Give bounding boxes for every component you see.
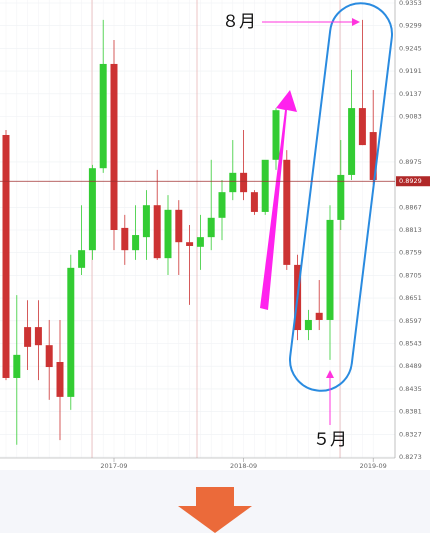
y-tick-label: 0.9353 <box>399 0 422 7</box>
y-tick-label: 0.8543 <box>399 340 422 348</box>
candle-body <box>56 361 64 397</box>
candle-body <box>240 172 248 193</box>
candle-body <box>229 172 237 193</box>
candle-body <box>261 159 269 212</box>
candle-body <box>315 312 323 320</box>
annotation: ５月 <box>313 430 347 450</box>
y-tick-label: 0.9245 <box>399 44 422 52</box>
candle-body <box>24 327 32 347</box>
y-tick-label: 0.8435 <box>399 385 422 393</box>
y-tick-label: 0.8759 <box>399 249 422 257</box>
candle-body <box>369 132 377 180</box>
candle-body <box>2 134 10 378</box>
candle-body <box>272 110 280 160</box>
price-label: 0.8929 <box>399 177 422 185</box>
annotation: ８月 <box>222 12 256 32</box>
y-tick-label: 0.9137 <box>399 90 422 98</box>
plot-bg <box>0 0 430 470</box>
candle-body <box>110 63 118 230</box>
y-tick-label: 0.8489 <box>399 362 422 370</box>
candle-body <box>67 267 75 397</box>
candle-body <box>348 108 356 175</box>
candle-body <box>358 108 366 146</box>
y-tick-label: 0.8381 <box>399 408 422 416</box>
down-arrow <box>196 487 234 507</box>
y-tick-label: 0.8813 <box>399 226 422 234</box>
candle-body <box>283 159 291 265</box>
pointer-head <box>352 18 360 26</box>
down-arrow <box>178 506 252 533</box>
y-tick-label: 0.8705 <box>399 271 422 279</box>
y-tick-label: 0.8975 <box>399 158 422 166</box>
x-tick-label: 2018-09 <box>230 462 257 470</box>
candle-body <box>175 209 183 243</box>
y-tick-label: 0.8327 <box>399 430 422 438</box>
candle-body <box>132 235 140 251</box>
candle-body <box>326 219 334 320</box>
candle-body <box>13 354 21 378</box>
candle-body <box>250 192 258 212</box>
y-tick-label: 0.9191 <box>399 67 422 75</box>
candle-body <box>121 227 129 251</box>
y-tick-label: 0.8867 <box>399 203 422 211</box>
candle-body <box>207 217 215 238</box>
candle-body <box>186 242 194 246</box>
y-tick-label: 0.9083 <box>399 113 422 121</box>
y-tick-label: 0.8273 <box>399 453 422 461</box>
candle-body <box>196 237 204 247</box>
y-tick-label: 0.8597 <box>399 317 422 325</box>
x-tick-label: 2017-09 <box>100 462 127 470</box>
candle-body <box>88 168 96 251</box>
candle-body <box>45 345 53 368</box>
y-tick-label: 0.8651 <box>399 294 422 302</box>
x-tick-label: 2019-09 <box>360 462 387 470</box>
candle-body <box>164 209 172 259</box>
candle-body <box>78 250 86 268</box>
candle-body <box>218 192 226 218</box>
pointer-head <box>326 370 334 378</box>
y-tick-label: 0.9299 <box>399 22 422 30</box>
candle-body <box>337 174 345 220</box>
trend-arrow <box>260 90 297 310</box>
price-tag <box>396 176 430 187</box>
candle-body <box>34 327 42 346</box>
highlight-box <box>289 2 393 392</box>
candle-body <box>153 205 161 259</box>
candle-body <box>304 319 312 331</box>
candle-body <box>99 63 107 169</box>
candle-body <box>142 205 150 238</box>
